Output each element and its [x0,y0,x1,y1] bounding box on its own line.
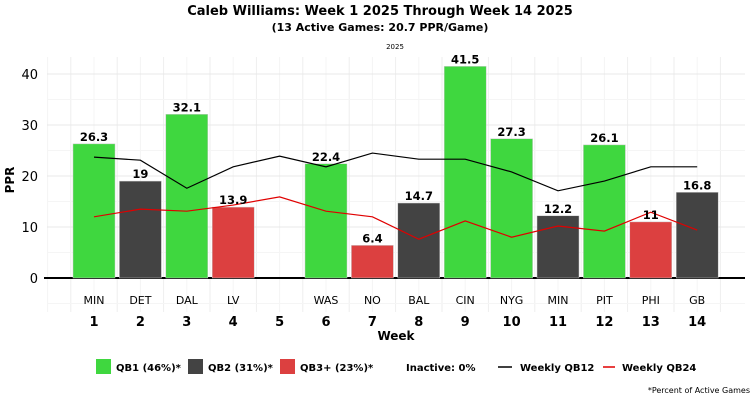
data-label: 11 [643,208,659,222]
bar [165,114,209,279]
bar [443,66,487,279]
bar [119,180,162,279]
opponent-label: CIN [456,294,475,307]
x-tick-label: 1 [89,315,98,330]
y-tick-label: 30 [21,119,38,134]
x-tick-label: 6 [321,315,330,330]
x-tick-label: 7 [368,315,377,330]
x-tick-label: 9 [461,315,470,330]
y-tick-label: 10 [21,221,38,236]
x-axis-label: Week [377,329,415,343]
x-tick-label: 14 [688,315,706,330]
data-label: 6.4 [362,231,382,245]
data-label: 26.1 [590,131,618,145]
y-axis-label: PPR [3,167,17,194]
opponent-label: NO [364,294,381,307]
opponent-label: LV [227,294,240,307]
legend-label: QB3+ (23%)* [300,363,374,374]
legend-swatch [280,359,295,374]
data-label: 22.4 [312,150,340,164]
bar [211,206,255,279]
x-tick-label: 10 [503,315,521,330]
opponent-label: DET [129,294,151,307]
opponent-label: MIN [548,294,569,307]
x-tick-label: 11 [549,315,567,330]
chart-title: Caleb Williams: Week 1 2025 Through Week… [187,4,573,19]
bar [583,144,626,279]
data-label: 32.1 [173,100,201,114]
season-label: 2025 [386,43,404,51]
legend-label: QB1 (46%)* [116,363,182,374]
y-tick-label: 40 [21,68,38,83]
y-tick-label: 0 [30,272,38,287]
y-tick-label: 20 [21,170,38,185]
legend-label: Weekly QB12 [520,363,594,374]
legend-label: QB2 (31%)* [208,363,274,374]
data-label: 13.9 [219,193,247,207]
x-tick-label: 13 [642,315,660,330]
x-tick-label: 3 [182,315,191,330]
data-label: 27.3 [497,125,525,139]
x-tick-label: 12 [595,315,613,330]
chart-subtitle: (13 Active Games: 20.7 PPR/Game) [272,21,489,34]
data-label: 14.7 [405,189,433,203]
data-label: 16.8 [683,178,711,192]
x-tick-label: 4 [229,315,238,330]
legend-inactive: Inactive: 0% [406,363,475,374]
line-weekly-qb12 [93,152,698,192]
bar [536,215,580,279]
opponent-label: PHI [642,294,660,307]
opponent-label: BAL [408,294,430,307]
legend-swatch [188,359,203,374]
data-label: 41.5 [451,52,479,66]
bar [675,192,719,279]
x-tick-label: 2 [136,315,145,330]
data-label: 19 [132,167,148,181]
opponent-label: DAL [176,294,199,307]
data-label: 12.2 [544,202,572,216]
data-label: 26.3 [80,130,108,144]
bar [397,202,441,279]
bar [490,138,533,279]
line-weekly-qb24 [93,196,698,240]
bar [72,143,116,279]
legend-label: Weekly QB24 [622,363,696,374]
footnote: *Percent of Active Games [648,386,750,395]
opponent-label: NYG [500,294,523,307]
bar [629,221,673,279]
bar [351,245,394,279]
bar [304,163,348,279]
opponent-label: GB [689,294,705,307]
x-tick-label: 5 [275,315,284,330]
opponent-label: MIN [84,294,105,307]
x-tick-label: 8 [414,315,423,330]
opponent-label: PIT [596,294,613,307]
opponent-label: WAS [314,294,339,307]
legend-swatch [96,359,111,374]
